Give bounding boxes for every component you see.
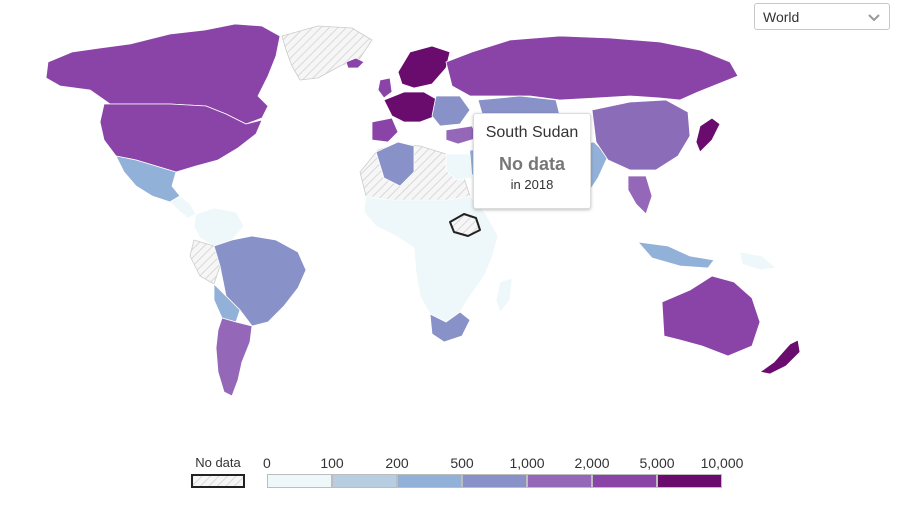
legend-bin-3[interactable] — [462, 474, 527, 488]
country-egypt[interactable] — [445, 153, 473, 181]
country-spain[interactable] — [371, 117, 399, 143]
legend-tick-label: 0 — [263, 455, 271, 471]
country-usa[interactable] — [99, 103, 263, 173]
country-madagascar[interactable] — [495, 277, 513, 313]
legend-tick-label: 10,000 — [700, 455, 744, 471]
country-argentina[interactable] — [215, 317, 253, 397]
country-turkey[interactable] — [445, 125, 479, 145]
map-legend: No data 0 100 200 500 1,000 2,000 5,000 10,000 — [0, 450, 913, 500]
country-uk[interactable] — [377, 77, 393, 99]
tooltip-country-name: South Sudan — [485, 124, 579, 141]
legend-tick-label: 1,000 — [509, 455, 545, 471]
country-indonesia[interactable] — [637, 241, 715, 269]
country-eastern-europe[interactable] — [431, 95, 471, 127]
country-south-africa[interactable] — [429, 311, 471, 343]
region-select-value: World — [763, 9, 800, 25]
region-select[interactable]: World — [754, 3, 890, 30]
legend-bin-2[interactable] — [397, 474, 462, 488]
legend-tick-label: 100 — [320, 455, 344, 471]
legend-tick-label: 500 — [450, 455, 474, 471]
legend-no-data-swatch[interactable] — [191, 474, 245, 488]
country-russia[interactable] — [445, 35, 739, 101]
legend-bin-0[interactable] — [267, 474, 332, 488]
country-south-sudan[interactable] — [449, 213, 481, 237]
tooltip-value: No data — [498, 154, 565, 174]
country-iceland[interactable] — [345, 57, 365, 69]
tooltip-year: in 2018 — [510, 177, 554, 192]
country-papua-new-guinea[interactable] — [739, 251, 777, 271]
country-brazil[interactable] — [213, 235, 307, 327]
legend-bin-5[interactable] — [592, 474, 657, 488]
legend-bin-4[interactable] — [527, 474, 592, 488]
chevron-down-icon — [868, 14, 880, 22]
legend-tick-label: 200 — [385, 455, 409, 471]
country-canada[interactable] — [45, 23, 281, 125]
country-central-america[interactable] — [169, 195, 197, 219]
country-algeria[interactable] — [375, 141, 415, 187]
country-japan[interactable] — [695, 117, 721, 153]
country-new-zealand[interactable] — [759, 339, 801, 375]
country-western-europe[interactable] — [383, 91, 439, 123]
legend-tick-label: 5,000 — [639, 455, 675, 471]
legend-bin-6[interactable] — [657, 474, 722, 488]
country-southeast-asia[interactable] — [627, 175, 653, 215]
country-australia[interactable] — [661, 275, 761, 357]
country-tooltip: South Sudan No data in 2018 — [473, 113, 591, 209]
country-sub-saharan-africa[interactable] — [363, 195, 499, 323]
country-china[interactable] — [591, 99, 691, 171]
country-greenland[interactable] — [281, 25, 373, 81]
legend-bin-1[interactable] — [332, 474, 397, 488]
country-scandinavia[interactable] — [397, 45, 451, 89]
legend-tick-label: 2,000 — [574, 455, 610, 471]
legend-no-data-label: No data — [195, 455, 241, 470]
